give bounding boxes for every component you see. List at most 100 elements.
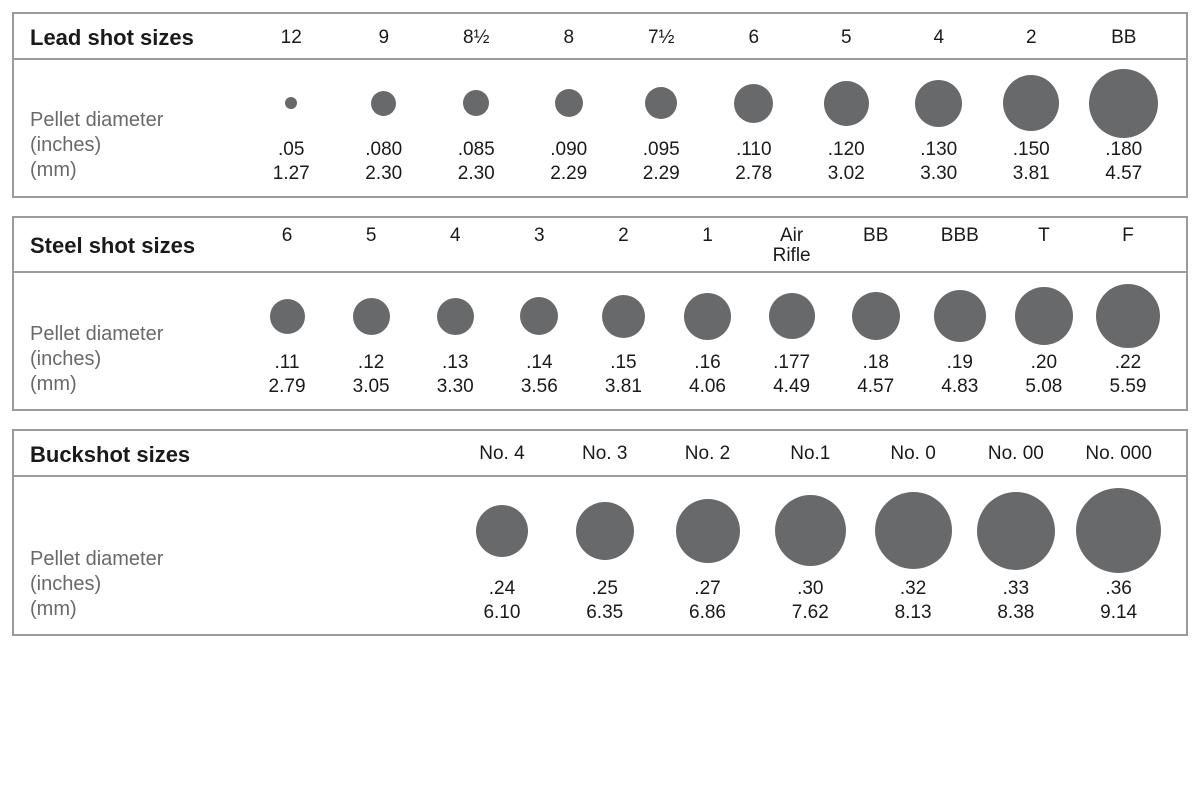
pellet-col: .194.83 [918, 281, 1002, 399]
size-label: BB [1078, 28, 1171, 49]
pellet-wrap [964, 485, 1067, 577]
section-panel: Buckshot sizesNo. 4No. 3No. 2No.1No. 0No… [12, 429, 1188, 637]
pellet-icon [371, 91, 396, 116]
value-inches: .177 [750, 351, 834, 375]
size-label: No. 4 [451, 444, 554, 465]
pellet-wrap [615, 68, 708, 138]
value-mm: 7.62 [759, 601, 862, 625]
section-panel: Steel shot sizes654321AirRifleBBBBBTFPel… [12, 216, 1188, 411]
value-inches: .150 [985, 138, 1078, 162]
pellet-icon [775, 495, 846, 566]
pellet-col: .0802.30 [338, 68, 431, 186]
pellet-wrap [245, 68, 338, 138]
pellet-icon [977, 492, 1055, 570]
size-label: 6 [708, 28, 801, 49]
label-pellet-diameter: Pellet diameter [30, 547, 245, 572]
size-label-col: 6 [245, 226, 329, 268]
size-label: BB [834, 226, 918, 247]
pellet-icon [576, 502, 634, 560]
pellet-wrap [413, 281, 497, 351]
size-label: 12 [245, 28, 338, 49]
pellet-wrap [834, 281, 918, 351]
size-label: 2 [581, 226, 665, 247]
pellet-col: .1303.30 [893, 68, 986, 186]
pellet-col: .0902.29 [523, 68, 616, 186]
size-label: No. 000 [1067, 444, 1170, 465]
size-labels-row: No. 4No. 3No. 2No.1No. 0No. 00No. 000 [245, 444, 1170, 465]
value-inches: .30 [759, 577, 862, 601]
value-inches: .25 [553, 577, 656, 601]
value-mm: 3.02 [800, 162, 893, 186]
size-label-col: 4 [893, 28, 986, 49]
size-label: No. 00 [964, 444, 1067, 465]
size-label-col: 7½ [615, 28, 708, 49]
value-mm: 5.59 [1086, 375, 1170, 399]
value-mm: 2.29 [615, 162, 708, 186]
value-inches: .180 [1078, 138, 1171, 162]
value-inches: .095 [615, 138, 708, 162]
size-label-col: BB [834, 226, 918, 268]
pellet-col: .338.38 [964, 485, 1067, 625]
empty-col [348, 485, 451, 625]
label-pellet-diameter: Pellet diameter [30, 322, 245, 347]
size-label-col: T [1002, 226, 1086, 268]
pellet-icon [285, 97, 297, 109]
size-labels-row: 1298½87½6542BB [245, 28, 1170, 49]
pellet-col: .0952.29 [615, 68, 708, 186]
pellet-wrap [665, 281, 749, 351]
size-label: T [1002, 226, 1086, 247]
value-mm: 2.78 [708, 162, 801, 186]
pellet-wrap [750, 281, 834, 351]
pellet-wrap [553, 485, 656, 577]
shot-size-chart: Lead shot sizes1298½87½6542BBPellet diam… [12, 12, 1188, 636]
size-label-col: BBB [918, 226, 1002, 268]
pellet-icon [934, 290, 986, 342]
size-label: AirRifle [750, 226, 834, 268]
size-label: 8 [523, 28, 616, 49]
value-mm: 9.14 [1067, 601, 1170, 625]
value-inches: .090 [523, 138, 616, 162]
pellet-columns: .051.27.0802.30.0852.30.0902.29.0952.29.… [245, 68, 1170, 186]
size-label-col: No. 4 [451, 444, 554, 465]
section-header: Steel shot sizes654321AirRifleBBBBBTF [14, 218, 1186, 274]
value-inches: .120 [800, 138, 893, 162]
value-mm: 1.27 [245, 162, 338, 186]
value-mm: 3.30 [893, 162, 986, 186]
pellet-wrap [430, 68, 523, 138]
pellet-wrap [338, 68, 431, 138]
pellet-col: .1503.81 [985, 68, 1078, 186]
pellet-wrap [918, 281, 1002, 351]
value-mm: 3.05 [329, 375, 413, 399]
empty-col [245, 485, 348, 625]
section-body: Pellet diameter(inches)(mm).112.79.123.0… [14, 273, 1186, 409]
section-header: Lead shot sizes1298½87½6542BB [14, 14, 1186, 60]
value-mm: 4.83 [918, 375, 1002, 399]
pellet-icon [676, 499, 740, 563]
row-labels: Pellet diameter(inches)(mm) [30, 487, 245, 622]
pellet-icon [769, 293, 815, 339]
pellet-icon [824, 81, 869, 126]
pellet-wrap [497, 281, 581, 351]
pellet-icon [1089, 69, 1158, 138]
pellet-col: .184.57 [834, 281, 918, 399]
size-label-col: 5 [329, 226, 413, 268]
pellet-icon [684, 293, 731, 340]
size-label-col: 12 [245, 28, 338, 49]
pellet-wrap [985, 68, 1078, 138]
size-label-col: 8 [523, 28, 616, 49]
pellet-wrap [656, 485, 759, 577]
value-inches: .32 [862, 577, 965, 601]
value-inches: .15 [581, 351, 665, 375]
pellet-icon [1076, 488, 1161, 573]
pellet-wrap [862, 485, 965, 577]
value-mm: 8.13 [862, 601, 965, 625]
pellet-wrap [893, 68, 986, 138]
label-pellet-diameter: Pellet diameter [30, 108, 245, 133]
value-inches: .11 [245, 351, 329, 375]
value-inches: .130 [893, 138, 986, 162]
pellet-col: .369.14 [1067, 485, 1170, 625]
value-mm: 2.79 [245, 375, 329, 399]
section-body: Pellet diameter(inches)(mm).051.27.0802.… [14, 60, 1186, 196]
pellet-icon [734, 84, 773, 123]
size-label: No. 2 [656, 444, 759, 465]
